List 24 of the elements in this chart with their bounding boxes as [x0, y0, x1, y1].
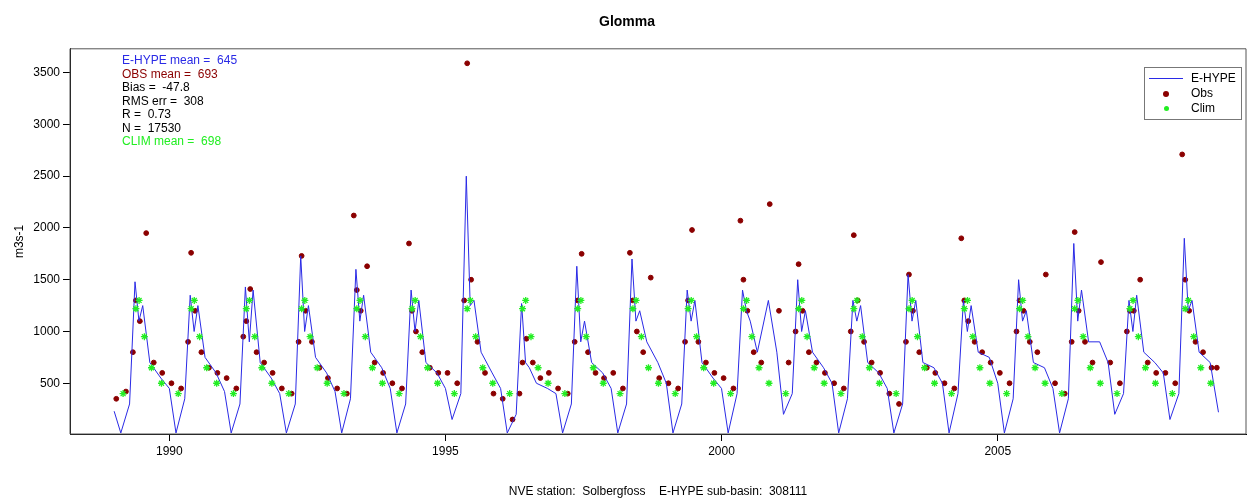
- text: NVE station: Solbergfoss E-HYPE sub-basin: 308111: [508, 484, 808, 499]
- y-axis-title: m3s-1: [11, 224, 26, 259]
- legend-label: Obs: [1191, 85, 1214, 100]
- y-tick-label: 1000: [33, 323, 61, 338]
- annotation: E-HYPE mean = 645: [122, 53, 238, 68]
- annotation: CLIM mean = 698: [122, 134, 222, 149]
- y-tick-label: 3500: [33, 64, 61, 79]
- y-tick-label: 2500: [33, 168, 61, 183]
- chart-title: Glomma: [598, 13, 656, 30]
- x-tick-label: 1995: [432, 443, 460, 458]
- annotation: Bias = -47.8: [122, 80, 191, 95]
- y-tick-label: 500: [39, 375, 61, 390]
- legend-label: Clim: [1191, 100, 1215, 115]
- annotation: N = 17530: [122, 120, 182, 135]
- annotation: R = 0.73: [122, 107, 172, 122]
- x-tick-label: 2005: [984, 443, 1012, 458]
- annotation: OBS mean = 693: [122, 66, 219, 81]
- y-tick-label: 3000: [33, 116, 61, 131]
- y-tick-label: 1500: [33, 272, 61, 287]
- y-tick-label: 2000: [33, 220, 61, 235]
- annotation: RMS err = 308: [122, 93, 205, 108]
- legend-label: E-HYPE: [1191, 70, 1236, 85]
- x-tick-label: 2000: [708, 443, 736, 458]
- x-tick-label: 1990: [155, 443, 184, 458]
